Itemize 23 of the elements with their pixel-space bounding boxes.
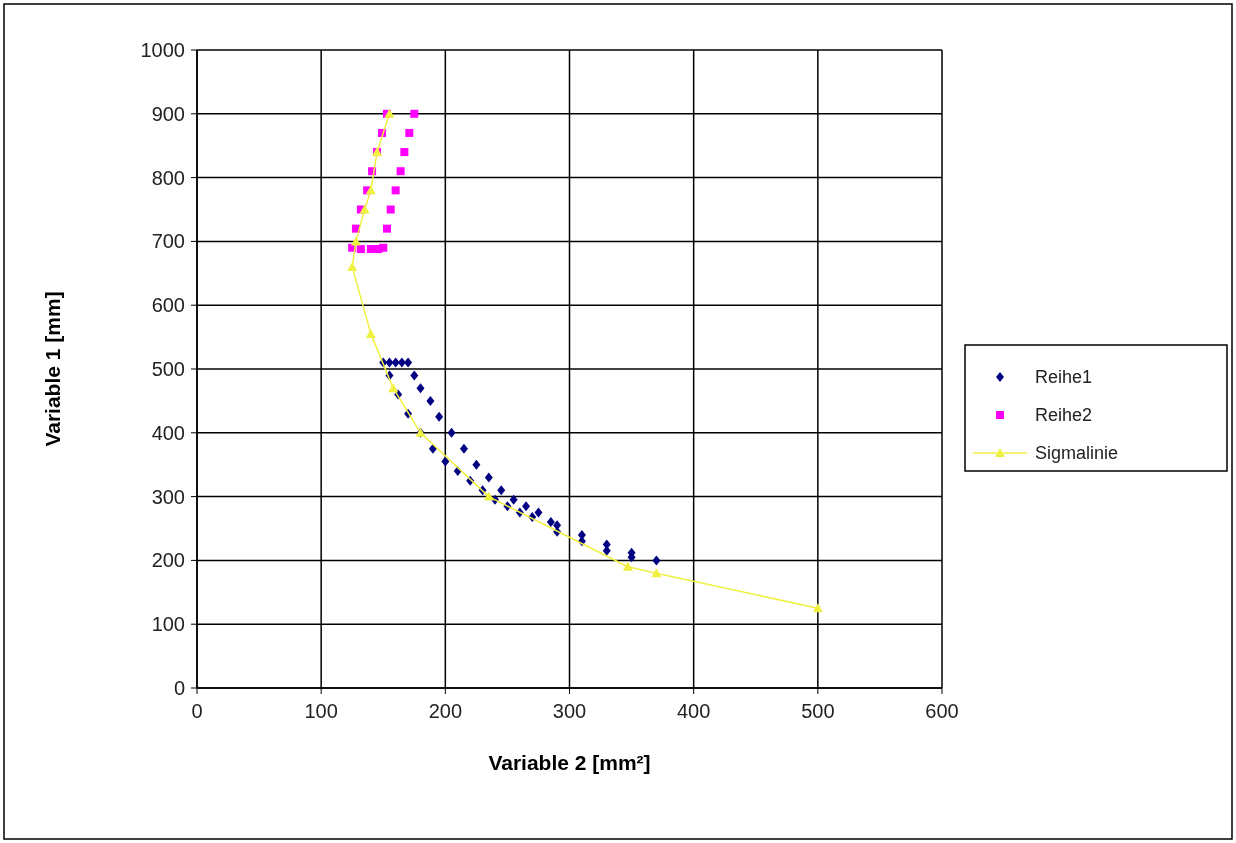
x-axis-title: Variable 2 [mm²] bbox=[488, 751, 651, 774]
legend-label: Sigmalinie bbox=[1035, 443, 1119, 463]
y-tick-label: 100 bbox=[151, 613, 185, 636]
legend-label: Reihe1 bbox=[1035, 367, 1093, 387]
x-tick-label: 600 bbox=[925, 700, 959, 722]
y-tick-label: 700 bbox=[151, 230, 185, 253]
x-tick-label: 500 bbox=[801, 700, 835, 722]
x-tick-label: 300 bbox=[552, 700, 587, 722]
x-tick-label: 200 bbox=[428, 700, 463, 722]
y-tick-label: 800 bbox=[151, 166, 185, 189]
y-tick-label: 1000 bbox=[140, 39, 185, 61]
legend-label: Reihe2 bbox=[1035, 405, 1093, 425]
y-tick-label: 300 bbox=[151, 485, 185, 508]
x-tick-label: 100 bbox=[304, 700, 338, 722]
x-tick-label: 400 bbox=[676, 700, 711, 722]
y-tick-label: 0 bbox=[173, 677, 185, 699]
y-tick-label: 900 bbox=[151, 102, 185, 125]
y-tick-label: 200 bbox=[151, 549, 185, 572]
y-axis-title: Variable 1 [mm] bbox=[41, 291, 64, 447]
y-tick-label: 500 bbox=[151, 358, 185, 380]
x-tick-label: 0 bbox=[191, 700, 203, 722]
y-tick-label: 600 bbox=[151, 294, 185, 317]
y-tick-label: 400 bbox=[151, 421, 185, 444]
